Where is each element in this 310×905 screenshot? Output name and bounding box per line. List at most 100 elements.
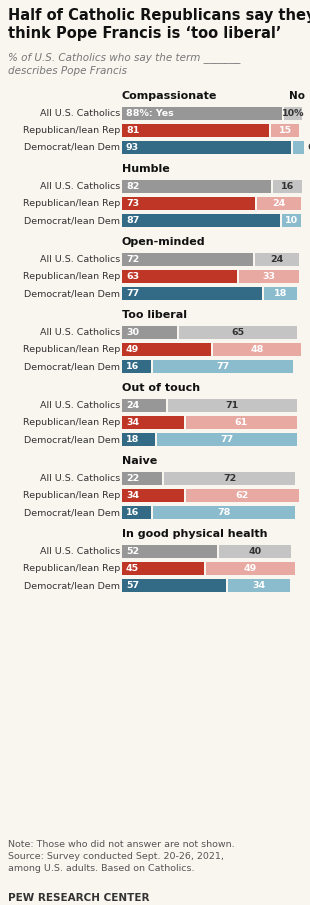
Text: Too liberal: Too liberal bbox=[122, 310, 187, 320]
Bar bbox=[153, 360, 293, 373]
Text: All U.S. Catholics: All U.S. Catholics bbox=[40, 547, 120, 556]
Text: Note: Those who did not answer are not shown.
Source: Survey conducted Sept. 20-: Note: Those who did not answer are not s… bbox=[8, 840, 235, 872]
Text: Republican/lean Rep: Republican/lean Rep bbox=[23, 491, 120, 500]
Bar bbox=[122, 197, 255, 210]
Text: 77: 77 bbox=[126, 289, 139, 298]
Bar bbox=[122, 141, 291, 154]
Text: 15: 15 bbox=[278, 126, 292, 135]
Text: 73: 73 bbox=[126, 199, 139, 208]
Text: 10: 10 bbox=[285, 216, 298, 225]
Text: Democrat/lean Dem: Democrat/lean Dem bbox=[24, 216, 120, 225]
Bar bbox=[122, 472, 162, 485]
Text: Republican/lean Rep: Republican/lean Rep bbox=[23, 126, 120, 135]
Bar bbox=[122, 107, 282, 120]
Bar bbox=[206, 562, 295, 575]
Bar bbox=[122, 399, 166, 412]
Text: Humble: Humble bbox=[122, 164, 170, 174]
Bar bbox=[179, 326, 297, 339]
Text: 49: 49 bbox=[244, 564, 257, 573]
Bar bbox=[219, 545, 291, 558]
Bar bbox=[257, 197, 300, 210]
Text: 52: 52 bbox=[126, 547, 139, 556]
Bar bbox=[122, 287, 262, 300]
Text: 62: 62 bbox=[236, 491, 249, 500]
Text: 30: 30 bbox=[126, 328, 139, 337]
Bar bbox=[122, 545, 217, 558]
Bar bbox=[284, 107, 302, 120]
Bar bbox=[122, 253, 253, 266]
Text: All U.S. Catholics: All U.S. Catholics bbox=[40, 182, 120, 191]
Bar bbox=[122, 506, 151, 519]
Bar bbox=[122, 180, 271, 193]
Text: 34: 34 bbox=[126, 491, 139, 500]
Bar bbox=[122, 360, 151, 373]
Bar bbox=[122, 270, 237, 283]
Text: PEW RESEARCH CENTER: PEW RESEARCH CENTER bbox=[8, 893, 149, 903]
Bar bbox=[122, 489, 184, 502]
Text: 72: 72 bbox=[126, 255, 139, 264]
Text: Democrat/lean Dem: Democrat/lean Dem bbox=[24, 289, 120, 298]
Text: 34: 34 bbox=[252, 581, 265, 590]
Text: 48: 48 bbox=[250, 345, 264, 354]
Text: 57: 57 bbox=[126, 581, 139, 590]
Text: 16: 16 bbox=[126, 362, 139, 371]
Text: 82: 82 bbox=[126, 182, 140, 191]
Bar bbox=[282, 214, 300, 227]
Text: 77: 77 bbox=[220, 435, 233, 444]
Text: 49: 49 bbox=[126, 345, 139, 354]
Text: All U.S. Catholics: All U.S. Catholics bbox=[40, 255, 120, 264]
Bar bbox=[168, 399, 297, 412]
Text: 93: 93 bbox=[126, 143, 139, 152]
Bar bbox=[122, 326, 177, 339]
Text: Democrat/lean Dem: Democrat/lean Dem bbox=[24, 581, 120, 590]
Bar bbox=[122, 214, 280, 227]
Text: Naive: Naive bbox=[122, 456, 157, 466]
Bar bbox=[122, 416, 184, 429]
Bar bbox=[228, 579, 290, 592]
Text: 45: 45 bbox=[126, 564, 139, 573]
Text: 87: 87 bbox=[126, 216, 140, 225]
Bar bbox=[273, 180, 302, 193]
Bar bbox=[122, 433, 155, 446]
Text: 34: 34 bbox=[126, 418, 139, 427]
Text: 77: 77 bbox=[217, 362, 230, 371]
Text: 40: 40 bbox=[249, 547, 262, 556]
Text: 6: 6 bbox=[307, 143, 310, 152]
Bar bbox=[122, 579, 226, 592]
Bar bbox=[272, 124, 299, 137]
Text: Republican/lean Rep: Republican/lean Rep bbox=[23, 199, 120, 208]
Bar bbox=[122, 124, 269, 137]
Text: 33: 33 bbox=[262, 272, 275, 281]
Bar bbox=[164, 472, 295, 485]
Text: 71: 71 bbox=[226, 401, 239, 410]
Text: Democrat/lean Dem: Democrat/lean Dem bbox=[24, 508, 120, 517]
Text: 10%: 10% bbox=[282, 109, 304, 118]
Bar bbox=[122, 562, 204, 575]
Text: 88%: Yes: 88%: Yes bbox=[126, 109, 174, 118]
Text: All U.S. Catholics: All U.S. Catholics bbox=[40, 401, 120, 410]
Bar bbox=[186, 489, 299, 502]
Text: 16: 16 bbox=[126, 508, 139, 517]
Text: Half of Catholic Republicans say they
think Pope Francis is ‘too liberal’: Half of Catholic Republicans say they th… bbox=[8, 8, 310, 41]
Text: All U.S. Catholics: All U.S. Catholics bbox=[40, 328, 120, 337]
Text: 61: 61 bbox=[235, 418, 248, 427]
Text: 81: 81 bbox=[126, 126, 140, 135]
Text: 63: 63 bbox=[126, 272, 139, 281]
Bar bbox=[293, 141, 304, 154]
Text: Republican/lean Rep: Republican/lean Rep bbox=[23, 272, 120, 281]
Bar bbox=[153, 506, 295, 519]
Text: 24: 24 bbox=[270, 255, 284, 264]
Text: Democrat/lean Dem: Democrat/lean Dem bbox=[24, 143, 120, 152]
Text: In good physical health: In good physical health bbox=[122, 529, 268, 539]
Text: All U.S. Catholics: All U.S. Catholics bbox=[40, 474, 120, 483]
Bar bbox=[239, 270, 299, 283]
Text: No: No bbox=[289, 91, 305, 101]
Bar bbox=[122, 343, 211, 356]
Text: % of U.S. Catholics who say the term _______
describes Pope Francis: % of U.S. Catholics who say the term ___… bbox=[8, 52, 240, 76]
Text: Republican/lean Rep: Republican/lean Rep bbox=[23, 418, 120, 427]
Text: All U.S. Catholics: All U.S. Catholics bbox=[40, 109, 120, 118]
Text: Open-minded: Open-minded bbox=[122, 237, 206, 247]
Text: 22: 22 bbox=[126, 474, 139, 483]
Bar bbox=[157, 433, 297, 446]
Text: 24: 24 bbox=[272, 199, 285, 208]
